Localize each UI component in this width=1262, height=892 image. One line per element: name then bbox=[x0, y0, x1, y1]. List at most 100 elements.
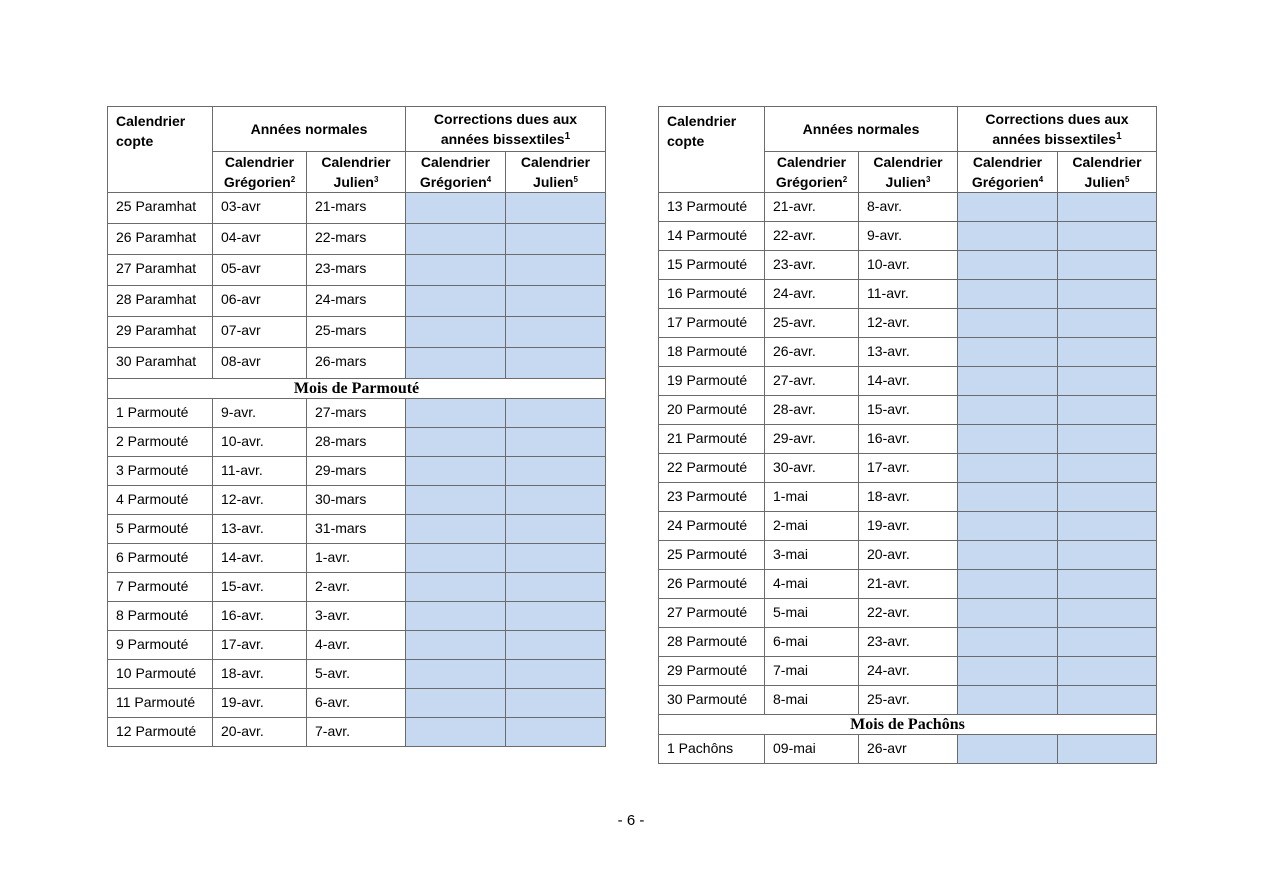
gregorian-correction-cell bbox=[957, 221, 1058, 251]
julian-correction-cell bbox=[1057, 453, 1157, 483]
gregorian-date-cell-text: 08-avr bbox=[221, 353, 261, 369]
header-label: Calendrier bbox=[972, 154, 1043, 170]
julian-correction-cell bbox=[1057, 569, 1157, 599]
julian-correction-cell bbox=[1057, 685, 1157, 715]
gregorian-date-cell-text: 14-avr. bbox=[221, 549, 264, 565]
gregorian-correction-cell bbox=[405, 688, 506, 718]
coptic-date-cell-text: 7 Parmouté bbox=[116, 578, 189, 594]
coptic-date-cell: 26 Parmouté bbox=[658, 569, 765, 599]
gregorian-correction-cell bbox=[957, 656, 1058, 686]
julian-date-cell: 5-avr. bbox=[306, 659, 406, 689]
julian-date-cell: 20-avr. bbox=[858, 540, 958, 570]
julian-correction-cell bbox=[1057, 366, 1157, 396]
coptic-date-cell-text: 15 Parmouté bbox=[667, 256, 748, 272]
coptic-date-cell: 5 Parmouté bbox=[107, 514, 213, 544]
gregorian-date-cell: 07-avr bbox=[212, 316, 307, 348]
section-title: Mois de Parmouté bbox=[107, 378, 606, 399]
coptic-date-cell: 7 Parmouté bbox=[107, 572, 213, 602]
header-label: Calendrier bbox=[1072, 154, 1142, 170]
calendar-table-right: Calendrier copte Années normales Correctio… bbox=[658, 106, 1157, 764]
table-row: 21 Parmouté 29-avr. 16-avr. bbox=[658, 424, 1157, 454]
header-label: Calendrier bbox=[873, 154, 943, 170]
table-row: 26 Paramhat 04-avr 22-mars bbox=[107, 223, 606, 255]
gregorian-date-cell-text: 2-mai bbox=[773, 517, 809, 533]
subheader-row: Calendrier Grégorien2 Calendrier Julien3 Cal… bbox=[108, 151, 606, 193]
coptic-date-cell-text: 9 Parmouté bbox=[116, 636, 189, 652]
gregorian-date-cell-text: 29-avr. bbox=[773, 430, 816, 446]
gregorian-correction-cell bbox=[957, 395, 1058, 425]
gregorian-correction-cell bbox=[957, 366, 1058, 396]
coptic-date-cell-text: 29 Paramhat bbox=[116, 322, 197, 338]
julian-date-cell-text: 23-mars bbox=[315, 260, 367, 276]
julian-date-cell: 10-avr. bbox=[858, 250, 958, 280]
gregorian-date-cell: 2-mai bbox=[764, 511, 859, 541]
julian-date-cell: 21-mars bbox=[306, 192, 406, 224]
coptic-date-cell: 27 Parmouté bbox=[658, 598, 765, 628]
coptic-date-cell-text: 28 Paramhat bbox=[116, 291, 197, 307]
footnote-ref: 1 bbox=[1116, 131, 1122, 142]
table-row: 20 Parmouté 28-avr. 15-avr. bbox=[658, 395, 1157, 425]
gregorian-date-cell: 7-mai bbox=[764, 656, 859, 686]
gregorian-date-cell-text: 12-avr. bbox=[221, 491, 264, 507]
julian-date-cell-text: 3-avr. bbox=[315, 607, 351, 623]
gregorian-date-cell-text: 3-mai bbox=[773, 546, 809, 562]
gregorian-date-cell-text: 9-avr. bbox=[221, 404, 257, 420]
julian-date-cell-text: 16-avr. bbox=[867, 430, 910, 446]
coptic-date-cell-text: 23 Parmouté bbox=[667, 488, 748, 504]
gregorian-correction-cell bbox=[957, 482, 1058, 512]
julian-date-cell: 29-mars bbox=[306, 456, 406, 486]
gregorian-date-cell: 9-avr. bbox=[212, 398, 307, 428]
header-coptic-text: Calendrier copte bbox=[667, 113, 737, 149]
gregorian-date-cell-text: 19-avr. bbox=[221, 694, 264, 710]
coptic-date-cell: 16 Parmouté bbox=[658, 279, 765, 309]
gregorian-date-cell-text: 8-mai bbox=[773, 691, 809, 707]
header-label: Grégorien bbox=[971, 174, 1039, 190]
julian-date-cell-text: 14-avr. bbox=[867, 372, 910, 388]
julian-correction-cell bbox=[505, 223, 606, 255]
coptic-date-cell: 11 Parmouté bbox=[107, 688, 213, 718]
gregorian-date-cell-text: 5-mai bbox=[773, 604, 809, 620]
header-label: Grégorien bbox=[419, 174, 487, 190]
gregorian-correction-cell bbox=[405, 630, 506, 660]
julian-date-cell-text: 12-avr. bbox=[867, 314, 910, 330]
table-row: 15 Parmouté 23-avr. 10-avr. bbox=[658, 250, 1157, 280]
gregorian-correction-cell bbox=[957, 627, 1058, 657]
gregorian-correction-cell bbox=[405, 316, 506, 348]
gregorian-date-cell-text: 05-avr bbox=[221, 260, 261, 276]
header-label: Grégorien bbox=[223, 174, 291, 190]
gregorian-date-cell: 30-avr. bbox=[764, 453, 859, 483]
julian-correction-cell bbox=[505, 316, 606, 348]
julian-date-cell-text: 21-avr. bbox=[867, 575, 910, 591]
coptic-date-cell-text: 12 Parmouté bbox=[116, 723, 197, 739]
julian-correction-cell bbox=[505, 456, 606, 486]
julian-correction-cell bbox=[1057, 656, 1157, 686]
coptic-date-cell-text: 27 Parmouté bbox=[667, 604, 748, 620]
julian-correction-cell bbox=[1057, 337, 1157, 367]
julian-date-cell: 12-avr. bbox=[858, 308, 958, 338]
gregorian-correction-cell bbox=[405, 427, 506, 457]
julian-correction-cell bbox=[505, 688, 606, 718]
coptic-date-cell: 15 Parmouté bbox=[658, 250, 765, 280]
gregorian-date-cell-text: 27-avr. bbox=[773, 372, 816, 388]
header-label: Julien bbox=[885, 174, 926, 190]
coptic-date-cell: 1 Pachôns bbox=[658, 734, 765, 764]
julian-date-cell-text: 28-mars bbox=[315, 433, 367, 449]
julian-date-cell: 23-mars bbox=[306, 254, 406, 286]
table-row: 1 Pachôns 09-mai 26-avr bbox=[658, 734, 1157, 764]
coptic-date-cell: 30 Paramhat bbox=[107, 347, 213, 379]
gregorian-correction-cell bbox=[957, 685, 1058, 715]
table-row: 30 Parmouté 8-mai 25-avr. bbox=[658, 685, 1157, 715]
julian-correction-cell bbox=[1057, 424, 1157, 454]
header-coptic: Calendrier copte bbox=[658, 106, 765, 193]
gregorian-date-cell: 1-mai bbox=[764, 482, 859, 512]
coptic-date-cell-text: 29 Parmouté bbox=[667, 662, 748, 678]
page-number: - 6 - bbox=[617, 812, 645, 829]
coptic-date-cell-text: 25 Paramhat bbox=[116, 198, 197, 214]
julian-date-cell: 1-avr. bbox=[306, 543, 406, 573]
table-row: 4 Parmouté 12-avr. 30-mars bbox=[107, 485, 606, 515]
gregorian-correction-cell bbox=[405, 456, 506, 486]
julian-date-cell-text: 8-avr. bbox=[867, 198, 903, 214]
header-label: Calendrier bbox=[420, 154, 491, 170]
coptic-date-cell: 3 Parmouté bbox=[107, 456, 213, 486]
table-row: 7 Parmouté 15-avr. 2-avr. bbox=[107, 572, 606, 602]
